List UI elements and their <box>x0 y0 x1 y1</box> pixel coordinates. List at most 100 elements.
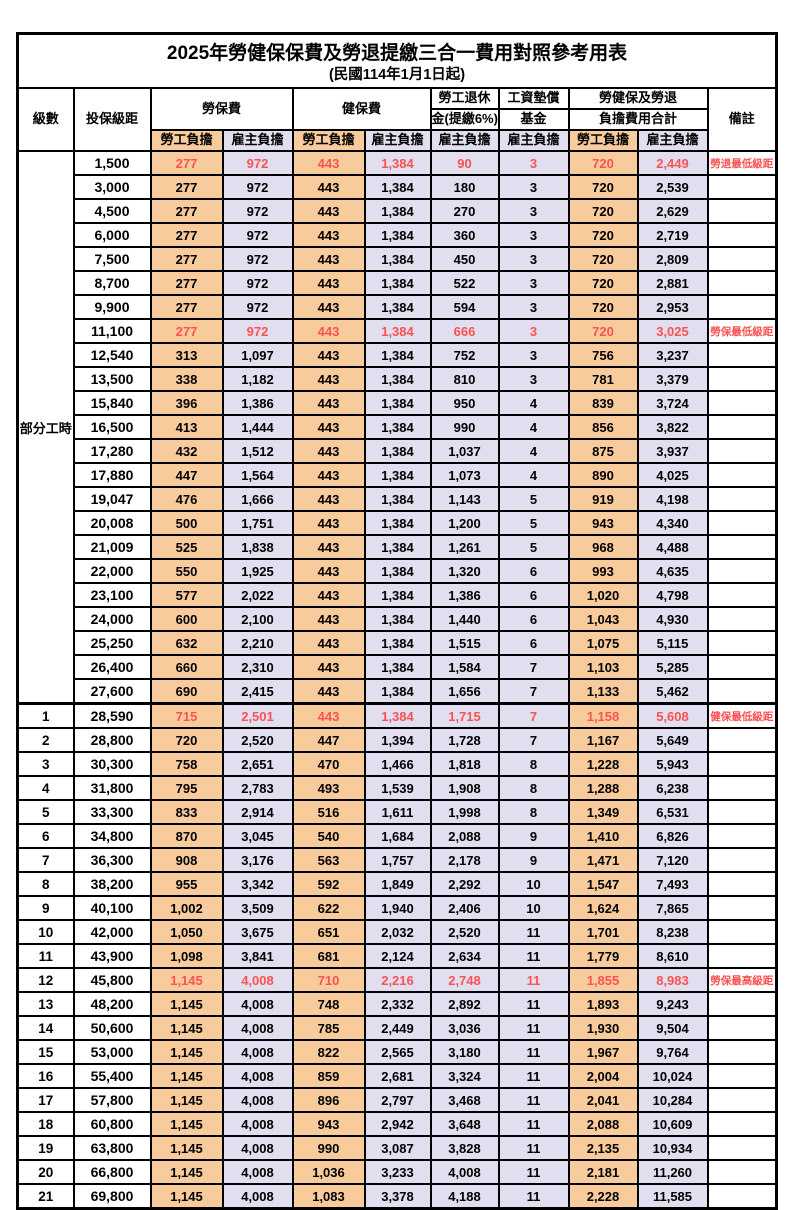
cell-labor-employee: 413 <box>149 414 224 440</box>
cell-labor-employer: 3,675 <box>221 919 294 945</box>
cell-health-employer: 1,384 <box>363 294 432 320</box>
cell-total-employee: 1,930 <box>567 1015 639 1041</box>
cell-total-employer: 3,379 <box>636 366 709 392</box>
cell-total-employer: 6,826 <box>636 823 709 849</box>
cell-health-employer: 1,384 <box>363 174 432 200</box>
cell-labor-employee: 277 <box>149 222 224 248</box>
cell-remark <box>706 390 778 416</box>
cell-bracket: 11,100 <box>72 318 152 344</box>
cell-labor-employee: 1,145 <box>149 1111 224 1137</box>
cell-health-employer: 2,216 <box>363 967 432 993</box>
cell-bracket: 48,200 <box>72 991 152 1017</box>
cell-wage-fund-employer: 6 <box>497 582 570 608</box>
cell-pension-employer: 3,468 <box>429 1087 500 1113</box>
cell-bracket: 6,000 <box>72 222 152 248</box>
cell-wage-fund-employer: 3 <box>497 246 570 272</box>
cell-total-employer: 2,539 <box>636 174 709 200</box>
cell-health-employer: 1,384 <box>363 654 432 680</box>
cell-health-employer: 2,124 <box>363 943 432 969</box>
cell-total-employee: 1,624 <box>567 895 639 921</box>
cell-wage-fund-employer: 3 <box>497 150 570 176</box>
cell-remark <box>706 871 778 897</box>
cell-labor-employer: 972 <box>221 318 294 344</box>
cell-labor-employer: 972 <box>221 222 294 248</box>
cell-total-employee: 856 <box>567 414 639 440</box>
cell-total-employer: 4,198 <box>636 486 709 512</box>
cell-health-employer: 3,378 <box>363 1183 432 1210</box>
cell-bracket: 50,600 <box>72 1015 152 1041</box>
cell-pension-employer: 1,440 <box>429 606 500 632</box>
subheader-total-employer: 雇主負擔 <box>636 129 709 152</box>
cell-level: 17 <box>16 1087 75 1113</box>
cell-total-employee: 781 <box>567 366 639 392</box>
cell-wage-fund-employer: 11 <box>497 943 570 969</box>
table-row: 18 60,800 1,145 4,008 943 2,942 3,648 11 2,088 10… <box>16 1111 778 1137</box>
cell-wage-fund-employer: 11 <box>497 919 570 945</box>
cell-level: 19 <box>16 1135 75 1161</box>
cell-health-employee: 1,083 <box>291 1183 366 1210</box>
subheader-pension-employer: 雇主負擔 <box>429 129 500 152</box>
cell-health-employer: 1,384 <box>363 534 432 560</box>
cell-pension-employer: 270 <box>429 198 500 224</box>
cell-total-employer: 3,822 <box>636 414 709 440</box>
cell-labor-employer: 2,501 <box>221 702 294 729</box>
table-row: 21 69,800 1,145 4,008 1,083 3,378 4,188 11 2,228… <box>16 1183 778 1210</box>
cell-labor-employee: 1,145 <box>149 1015 224 1041</box>
cell-health-employer: 1,539 <box>363 775 432 801</box>
cell-health-employer: 2,681 <box>363 1063 432 1089</box>
table-row: 2 28,800 720 2,520 447 1,394 1,728 7 1,167 5,649 <box>16 727 778 753</box>
cell-wage-fund-employer: 10 <box>497 871 570 897</box>
cell-health-employee: 896 <box>291 1087 366 1113</box>
cell-health-employer: 1,611 <box>363 799 432 825</box>
cell-level: 12 <box>16 967 75 993</box>
table-row: 27,600 690 2,415 443 1,384 1,656 7 1,133 5,462 <box>18 678 778 705</box>
cell-bracket: 63,800 <box>72 1135 152 1161</box>
cell-labor-employee: 758 <box>149 751 224 777</box>
cell-bracket: 20,008 <box>72 510 152 536</box>
cell-bracket: 60,800 <box>72 1111 152 1137</box>
cell-health-employee: 443 <box>291 198 366 224</box>
cell-total-employer: 5,115 <box>636 630 709 656</box>
cell-health-employer: 1,384 <box>363 222 432 248</box>
cell-bracket: 55,400 <box>72 1063 152 1089</box>
cell-total-employee: 1,167 <box>567 727 639 753</box>
table-row: 4 31,800 795 2,783 493 1,539 1,908 8 1,288 6,238 <box>16 775 778 801</box>
cell-health-employee: 443 <box>291 510 366 536</box>
cell-labor-employee: 632 <box>149 630 224 656</box>
cell-remark <box>706 991 778 1017</box>
cell-remark <box>706 246 778 272</box>
cell-remark <box>706 727 778 753</box>
cell-bracket: 45,800 <box>72 967 152 993</box>
cell-labor-employer: 2,783 <box>221 775 294 801</box>
cell-total-employee: 993 <box>567 558 639 584</box>
cell-wage-fund-employer: 9 <box>497 823 570 849</box>
cell-level: 10 <box>16 919 75 945</box>
cell-remark <box>706 775 778 801</box>
cell-labor-employee: 1,145 <box>149 1087 224 1113</box>
cell-health-employer: 1,757 <box>363 847 432 873</box>
cell-remark <box>706 919 778 945</box>
cell-pension-employer: 1,261 <box>429 534 500 560</box>
cell-total-employee: 1,855 <box>567 967 639 993</box>
cell-pension-employer: 1,386 <box>429 582 500 608</box>
cell-labor-employer: 2,520 <box>221 727 294 753</box>
cell-pension-employer: 2,634 <box>429 943 500 969</box>
cell-pension-employer: 950 <box>429 390 500 416</box>
subheader-total-employee: 勞工負擔 <box>567 129 639 152</box>
cell-total-employee: 943 <box>567 510 639 536</box>
cell-bracket: 36,300 <box>72 847 152 873</box>
cell-health-employee: 470 <box>291 751 366 777</box>
cell-labor-employer: 1,444 <box>221 414 294 440</box>
cell-total-employee: 1,701 <box>567 919 639 945</box>
cell-labor-employee: 1,145 <box>149 1135 224 1161</box>
cell-remark <box>706 799 778 825</box>
cell-total-employer: 10,024 <box>636 1063 709 1089</box>
cell-total-employer: 8,238 <box>636 919 709 945</box>
cell-total-employee: 968 <box>567 534 639 560</box>
cell-wage-fund-employer: 7 <box>497 727 570 753</box>
cell-pension-employer: 2,748 <box>429 967 500 993</box>
cell-health-employee: 443 <box>291 318 366 344</box>
cell-health-employer: 1,384 <box>363 702 432 729</box>
cell-labor-employer: 1,666 <box>221 486 294 512</box>
cell-remark <box>706 630 778 656</box>
